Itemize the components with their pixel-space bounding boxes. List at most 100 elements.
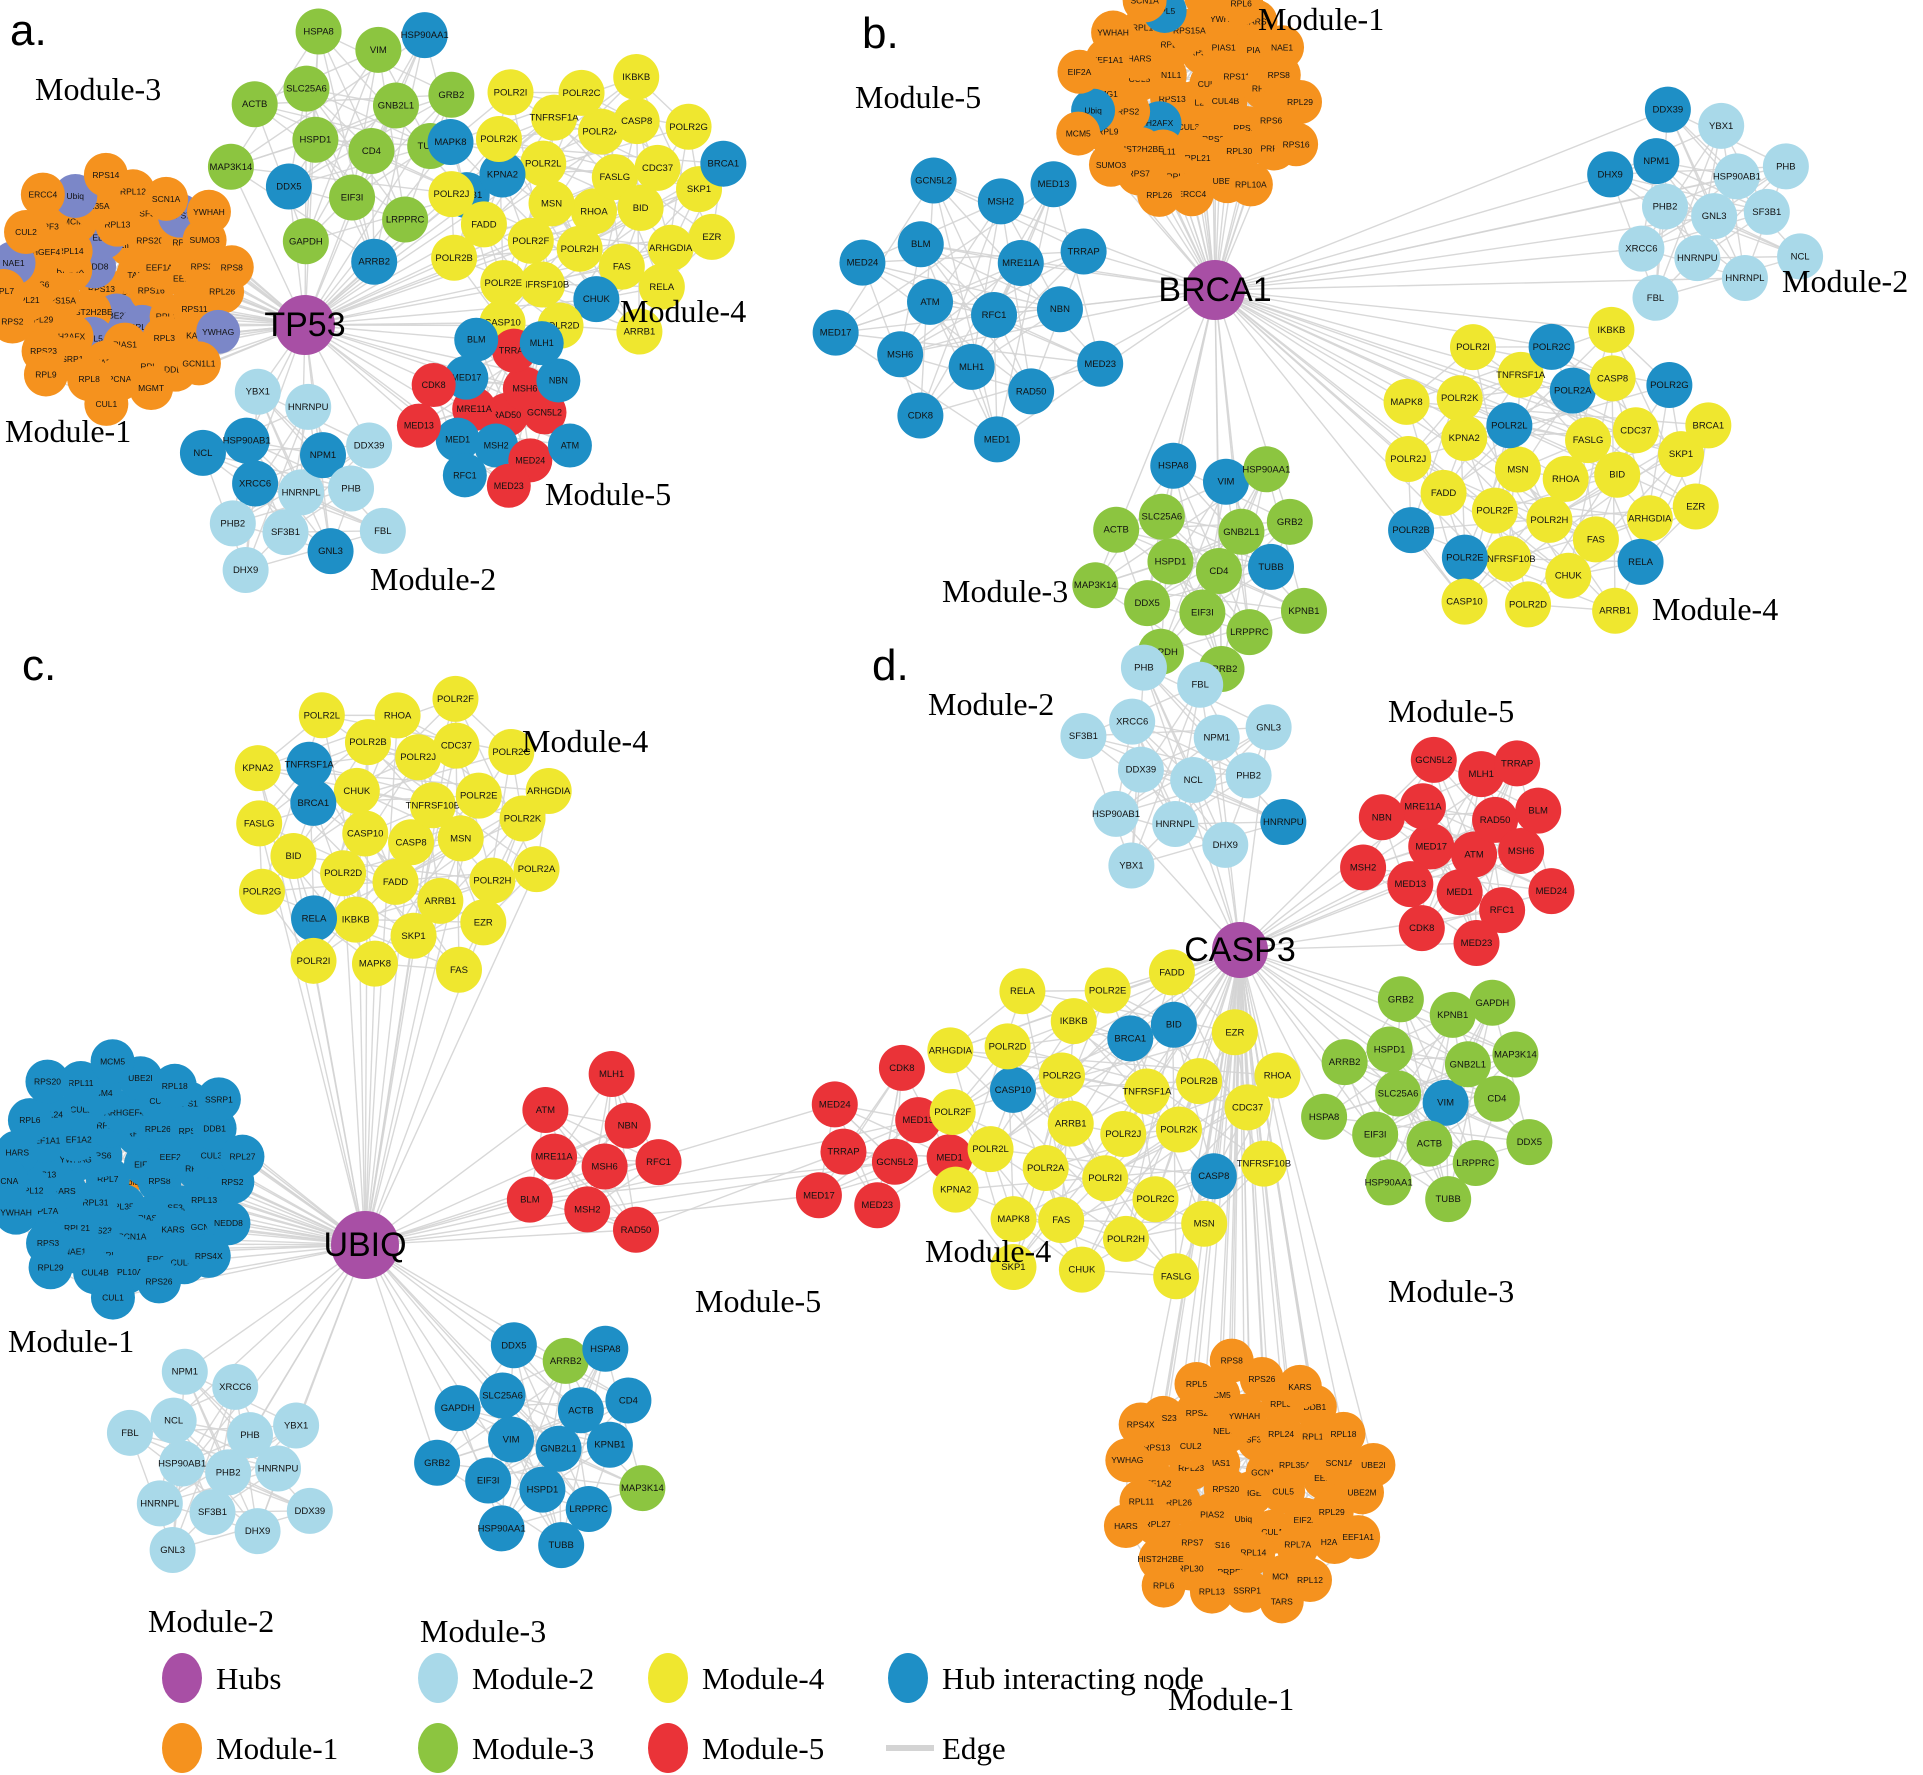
node-MSN[interactable]: MSN: [528, 180, 575, 227]
node-POLR2G[interactable]: POLR2G: [238, 868, 285, 915]
node-NBN[interactable]: NBN: [1036, 286, 1083, 333]
node-KPNA2[interactable]: KPNA2: [1441, 415, 1488, 462]
node-HSPA8[interactable]: HSPA8: [582, 1325, 629, 1372]
node-SF3B1[interactable]: SF3B1: [189, 1489, 236, 1536]
node-POLR2H[interactable]: POLR2H: [1526, 496, 1573, 543]
node-POLR2F[interactable]: POLR2F: [432, 675, 479, 722]
node-HNRNPL[interactable]: HNRNPL: [1152, 800, 1199, 847]
node-GCN5L2[interactable]: GCN5L2: [910, 157, 957, 204]
node-MAPK8[interactable]: MAPK8: [351, 940, 398, 987]
node-MSH6[interactable]: MSH6: [877, 331, 924, 378]
node-GNB2L1[interactable]: GNB2L1: [1218, 508, 1265, 555]
node-Ubiq[interactable]: Ubiq: [103, 1154, 158, 1210]
node-POLR2B[interactable]: POLR2B: [344, 719, 391, 766]
node-SKP1[interactable]: SKP1: [390, 912, 437, 959]
node-KPNA2[interactable]: KPNA2: [932, 1166, 979, 1213]
node-FBL[interactable]: FBL: [1177, 661, 1224, 708]
node-VIM[interactable]: VIM: [1422, 1079, 1469, 1126]
node-MLH1[interactable]: MLH1: [1458, 751, 1505, 798]
node-POLR2I[interactable]: POLR2I: [1082, 1155, 1129, 1202]
node-LRPPRC[interactable]: LRPPRC: [565, 1486, 612, 1533]
node-MSH2[interactable]: MSH2: [977, 178, 1024, 225]
node-RELA[interactable]: RELA: [638, 263, 685, 310]
node-RFC1[interactable]: RFC1: [442, 453, 487, 498]
node-XRCC6[interactable]: XRCC6: [232, 460, 279, 507]
node-CASP8[interactable]: CASP8: [1589, 355, 1636, 402]
node-TUBB[interactable]: TUBB: [1248, 543, 1295, 590]
node-ATM[interactable]: ATM: [907, 278, 954, 325]
node-MED23[interactable]: MED23: [1453, 919, 1500, 966]
node-PHB[interactable]: PHB: [1120, 644, 1167, 691]
node-GAPDH[interactable]: GAPDH: [434, 1385, 481, 1432]
node-RAD50[interactable]: RAD50: [1472, 796, 1519, 843]
node-MAPK8[interactable]: MAPK8: [427, 119, 474, 166]
node-HSP90AB1[interactable]: HSP90AB1: [1713, 153, 1761, 200]
node-TNFRSF10B[interactable]: TNFRSF10B: [406, 782, 460, 829]
node-HSPD1[interactable]: HSPD1: [1147, 538, 1194, 585]
node-BID[interactable]: BID: [617, 184, 664, 231]
node-EZR[interactable]: EZR: [1211, 1009, 1258, 1056]
node-TNFRSF1A[interactable]: TNFRSF1A: [1122, 1068, 1172, 1115]
node-EZR[interactable]: EZR: [688, 213, 735, 260]
node-POLR2L[interactable]: POLR2L: [298, 692, 345, 739]
node-NBN[interactable]: NBN: [1358, 794, 1405, 841]
node-BLM[interactable]: BLM: [1515, 787, 1562, 834]
node-TARS[interactable]: TARS: [1259, 1579, 1304, 1624]
node-BID[interactable]: BID: [270, 832, 317, 879]
node-YWHAG[interactable]: YWHAG: [1105, 1438, 1150, 1483]
node-TUBB[interactable]: TUBB: [538, 1522, 585, 1569]
node-FADD[interactable]: FADD: [1420, 469, 1467, 516]
node-LRPPRC[interactable]: LRPPRC: [1226, 609, 1273, 656]
node-YWHAH[interactable]: YWHAH: [186, 189, 231, 234]
node-POLR2J[interactable]: POLR2J: [395, 734, 442, 781]
node-SUMO3[interactable]: SUMO3: [1088, 142, 1133, 187]
node-MED23[interactable]: MED23: [1077, 340, 1124, 387]
node-BLM[interactable]: BLM: [897, 221, 944, 268]
node-KARS[interactable]: KARS: [1184, 0, 1228, 18]
node-DHX9[interactable]: DHX9: [1202, 821, 1249, 868]
node-CASP8[interactable]: CASP8: [388, 819, 435, 866]
node-RFC1[interactable]: RFC1: [635, 1139, 682, 1186]
node-YBX1[interactable]: YBX1: [1698, 102, 1745, 149]
node-GRB2[interactable]: GRB2: [1266, 498, 1313, 545]
node-TRRAP[interactable]: TRRAP: [1060, 228, 1107, 275]
node-EZR[interactable]: EZR: [1672, 483, 1719, 530]
node-BRCA1[interactable]: BRCA1: [1107, 1015, 1154, 1062]
node-KARS[interactable]: KARS: [1277, 1364, 1322, 1409]
hub-TP53[interactable]: TP53: [264, 295, 346, 355]
node-RPL10A[interactable]: RPL10A: [1228, 162, 1273, 207]
node-GNL3[interactable]: GNL3: [149, 1527, 196, 1574]
node-MED13[interactable]: MED13: [1387, 861, 1434, 908]
node-SLC25A6[interactable]: SLC25A6: [479, 1372, 526, 1419]
node-DDX39[interactable]: DDX39: [286, 1487, 333, 1534]
node-DHX9[interactable]: DHX9: [234, 1508, 281, 1555]
node-MED13[interactable]: MED13: [895, 1097, 942, 1144]
node-POLR2C[interactable]: POLR2C: [1132, 1176, 1179, 1223]
node-RAD50[interactable]: RAD50: [1008, 368, 1055, 415]
node-POLR2E[interactable]: POLR2E: [1441, 534, 1488, 581]
node-CDC37[interactable]: CDC37: [1612, 407, 1659, 454]
node-CHUK[interactable]: CHUK: [573, 276, 620, 323]
node-FAS[interactable]: FAS: [1572, 516, 1619, 563]
node-KPNB1[interactable]: KPNB1: [586, 1421, 633, 1468]
node-RAD50[interactable]: RAD50: [612, 1206, 659, 1253]
node-MAP3K14[interactable]: MAP3K14: [619, 1465, 666, 1512]
node-CD4[interactable]: CD4: [605, 1377, 652, 1424]
node-RFC1[interactable]: RFC1: [971, 292, 1018, 339]
node-ARRB1[interactable]: ARRB1: [616, 308, 663, 355]
node-CDC37[interactable]: CDC37: [433, 722, 480, 769]
node-EIF3I[interactable]: EIF3I: [465, 1457, 512, 1504]
node-EIF3I[interactable]: EIF3I: [1352, 1111, 1399, 1158]
node-GNL3[interactable]: GNL3: [1245, 704, 1292, 751]
node-ERCC4[interactable]: ERCC4: [1169, 172, 1214, 217]
node-MSH2[interactable]: MSH2: [1340, 844, 1387, 891]
node-SCN1A[interactable]: SCN1A: [144, 176, 189, 221]
node-HNRNPU[interactable]: HNRNPU: [255, 1445, 302, 1492]
node-HSP90AB1[interactable]: HSP90AB1: [1092, 790, 1140, 837]
node-POLR2B[interactable]: POLR2B: [1176, 1058, 1223, 1105]
node-VIM[interactable]: VIM: [1202, 458, 1249, 505]
node-CASP8[interactable]: CASP8: [613, 98, 660, 145]
node-ARRB1[interactable]: ARRB1: [1592, 587, 1639, 634]
node-SKP1[interactable]: SKP1: [990, 1243, 1037, 1290]
node-HSPA8[interactable]: HSPA8: [295, 8, 342, 55]
